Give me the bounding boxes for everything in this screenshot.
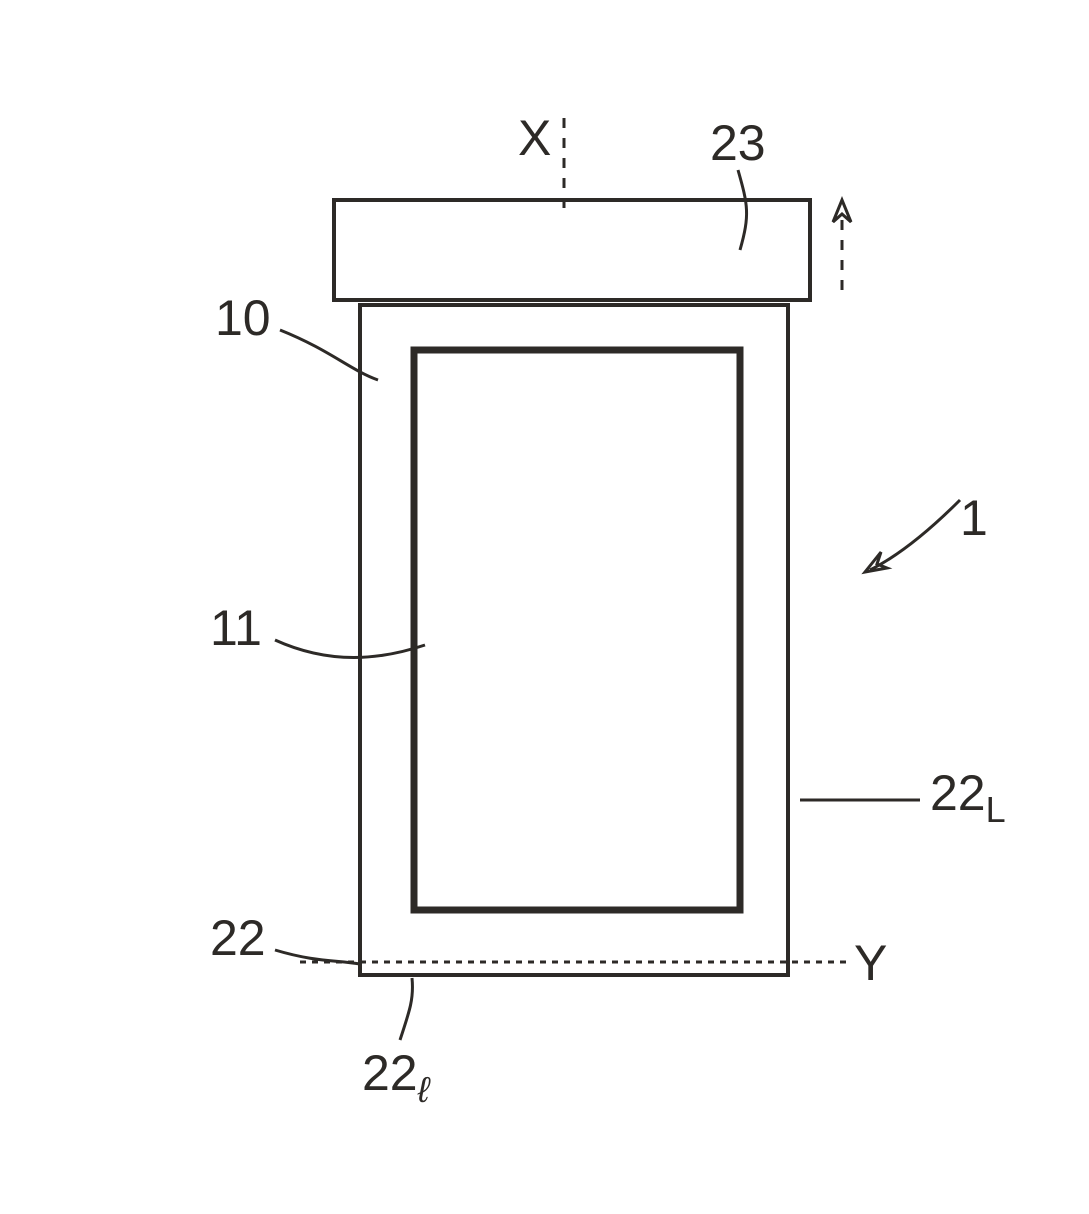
- leader-11: [275, 640, 425, 658]
- label-22L-main: 22: [930, 765, 986, 821]
- inner-rect-11: [414, 350, 740, 910]
- up-arrow: [833, 200, 851, 290]
- technical-figure: X Y 23 10 11 1 22 22L 22ℓ: [0, 0, 1089, 1214]
- label-11: 11: [210, 600, 262, 656]
- label-22l: 22ℓ: [362, 1045, 432, 1110]
- label-10: 10: [215, 290, 271, 346]
- label-22l-main: 22: [362, 1045, 418, 1101]
- leader-22l: [400, 978, 413, 1040]
- label-22L: 22L: [930, 765, 1006, 830]
- leader-23: [738, 170, 747, 250]
- cap-rect-23: [334, 200, 810, 300]
- label-22l-sub: ℓ: [417, 1069, 432, 1110]
- outer-rect-22: [360, 305, 788, 975]
- label-X: X: [518, 110, 551, 166]
- label-1: 1: [960, 490, 988, 546]
- leader-1: [870, 500, 960, 570]
- label-22: 22: [210, 910, 266, 966]
- leader-10: [280, 330, 378, 380]
- label-23: 23: [710, 115, 766, 171]
- label-22L-sub: L: [986, 789, 1006, 830]
- label-Y: Y: [854, 935, 887, 991]
